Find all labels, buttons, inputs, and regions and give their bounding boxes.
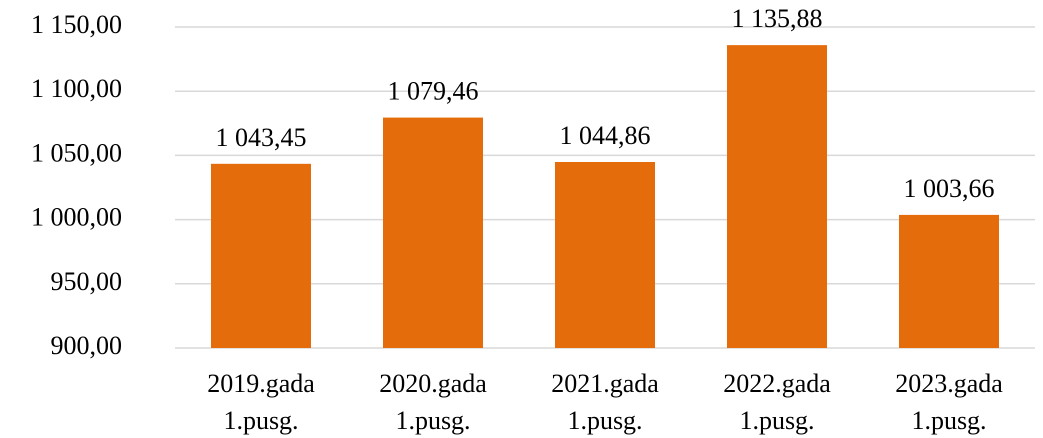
data-label: 1 043,45: [216, 123, 307, 152]
bar: [899, 214, 999, 348]
y-tick-label: 1 000,00: [31, 203, 122, 232]
x-tick-label: 1.pusg.: [567, 406, 642, 435]
x-tick-label: 1.pusg.: [223, 406, 298, 435]
y-tick-label: 900,00: [51, 331, 123, 360]
x-tick-label: 1.pusg.: [739, 406, 814, 435]
bar: [211, 163, 311, 348]
bar: [555, 161, 655, 348]
y-tick-label: 1 050,00: [31, 138, 122, 167]
data-label: 1 003,66: [904, 174, 995, 203]
data-label: 1 044,86: [560, 121, 651, 150]
y-tick-label: 1 150,00: [31, 10, 122, 39]
x-tick-label: 1.pusg.: [395, 406, 470, 435]
x-tick-label: 2022.gada: [723, 369, 831, 398]
x-tick-label: 2021.gada: [551, 369, 659, 398]
x-tick-label: 2023.gada: [895, 369, 1003, 398]
data-label: 1 135,88: [732, 4, 823, 33]
x-tick-label: 1.pusg.: [911, 406, 986, 435]
x-tick-label: 2020.gada: [379, 369, 487, 398]
x-tick-label: 2019.gada: [207, 369, 315, 398]
data-label: 1 079,46: [388, 77, 479, 106]
y-tick-label: 950,00: [51, 267, 123, 296]
y-tick-label: 1 100,00: [31, 74, 122, 103]
bar: [383, 117, 483, 348]
bar: [727, 45, 827, 349]
